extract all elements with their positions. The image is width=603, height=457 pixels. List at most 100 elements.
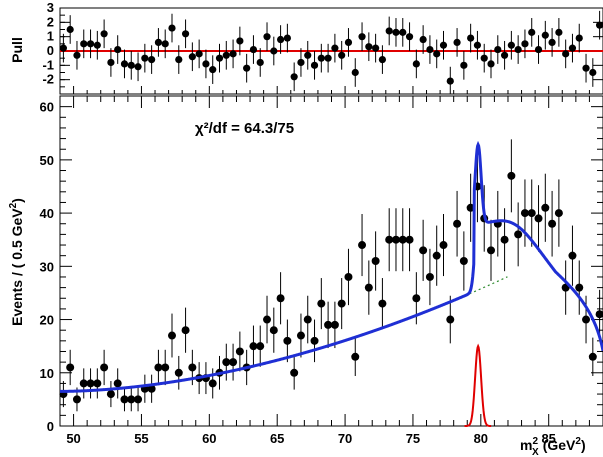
data-point <box>134 395 143 404</box>
data-point <box>66 363 75 372</box>
pull-point <box>80 40 88 48</box>
data-point <box>582 315 591 324</box>
pull-point <box>392 28 400 36</box>
x-label-sub: X <box>532 447 539 457</box>
pull-point <box>175 56 183 64</box>
data-point <box>283 336 292 345</box>
fit-curves <box>60 140 603 427</box>
pull-point <box>256 58 264 67</box>
data-point <box>120 395 129 404</box>
pull-point <box>446 77 454 85</box>
data-point <box>520 209 529 218</box>
pull-point <box>249 45 258 54</box>
x-tick-label: 80 <box>474 431 488 446</box>
pull-point <box>575 34 583 42</box>
pull-point <box>114 45 122 54</box>
pull-point <box>304 51 312 59</box>
data-point <box>181 326 190 335</box>
pull-point <box>344 38 353 47</box>
data-point <box>391 235 400 244</box>
data-point <box>554 209 563 218</box>
y-label-text: Events / ( 0.5 GeV <box>9 208 25 326</box>
pull-point <box>467 34 475 42</box>
data-point <box>263 315 272 324</box>
data-point <box>412 294 421 303</box>
data-point <box>588 352 597 361</box>
data-point <box>514 230 523 239</box>
data-point <box>419 246 428 255</box>
main-panel: 0 10 20 30 40 50 60 50 55 60 65 70 75 80 85 χ²/df = 64… <box>8 95 603 457</box>
pull-point <box>507 41 515 49</box>
data-point <box>79 379 88 388</box>
pull-point <box>243 64 251 72</box>
pull-point <box>338 51 346 59</box>
pull-point <box>148 56 156 64</box>
data-point <box>337 299 346 308</box>
main-frame <box>59 95 603 427</box>
pull-point <box>514 45 522 54</box>
pull-point <box>310 61 319 69</box>
y-tick-label: 20 <box>40 313 54 328</box>
data-point <box>432 251 441 260</box>
pull-point <box>297 58 305 67</box>
data-point <box>113 379 122 388</box>
y-tick-label: 50 <box>40 153 54 168</box>
data-point <box>127 395 136 404</box>
pull-point <box>405 33 414 41</box>
pull-point <box>358 33 366 41</box>
data-point <box>534 214 543 223</box>
main-ticks: 0 10 20 30 40 50 60 50 55 60 65 70 75 80 85 <box>40 95 603 446</box>
pull-point <box>460 61 468 69</box>
pull-point <box>582 64 590 72</box>
data-point <box>72 395 81 404</box>
pull-point <box>209 66 217 74</box>
data-point <box>161 363 170 372</box>
x-tick-label: 65 <box>270 431 284 446</box>
signal-curve <box>464 343 492 427</box>
data-point <box>466 203 475 212</box>
data-point <box>167 331 176 340</box>
data-point <box>93 379 102 388</box>
data-point <box>595 310 603 319</box>
data-point <box>364 283 373 292</box>
data-point <box>548 219 557 228</box>
pull-point <box>453 38 461 47</box>
data-point <box>174 368 183 377</box>
pull-point <box>412 60 420 68</box>
data-point <box>188 363 197 372</box>
data-point <box>235 347 244 356</box>
pull-y-tick-label: 0 <box>47 43 54 58</box>
data-point <box>330 320 339 329</box>
pull-point <box>480 54 488 62</box>
pull-point <box>521 40 529 48</box>
pull-point <box>534 45 543 54</box>
pull-point <box>283 34 291 42</box>
data-point <box>446 315 455 324</box>
data-point <box>507 171 516 180</box>
pull-point <box>93 41 101 49</box>
pull-point <box>562 50 570 58</box>
pull-point <box>487 60 495 68</box>
data-point <box>398 235 407 244</box>
data-point <box>249 342 258 351</box>
chi2-annotation: χ²/df = 64.3/75 <box>195 120 294 137</box>
pull-point <box>195 50 203 58</box>
data-point <box>378 299 387 308</box>
pull-y-label: Pull <box>9 37 25 63</box>
data-point <box>527 209 536 218</box>
y-label-close: ) <box>9 198 25 203</box>
y-tick-label: 40 <box>40 206 54 221</box>
pull-point <box>202 60 210 68</box>
data-point <box>317 299 326 308</box>
x-label-sup: 2 <box>532 436 538 447</box>
pull-point <box>426 45 434 54</box>
x-tick-label: 75 <box>406 431 420 446</box>
data-point <box>86 379 95 388</box>
background-curve <box>236 276 508 371</box>
pull-point <box>378 56 387 64</box>
total-fit-curve <box>60 140 603 393</box>
pull-point <box>589 68 597 77</box>
pull-point <box>59 44 67 52</box>
x-label-main: m <box>520 437 532 453</box>
